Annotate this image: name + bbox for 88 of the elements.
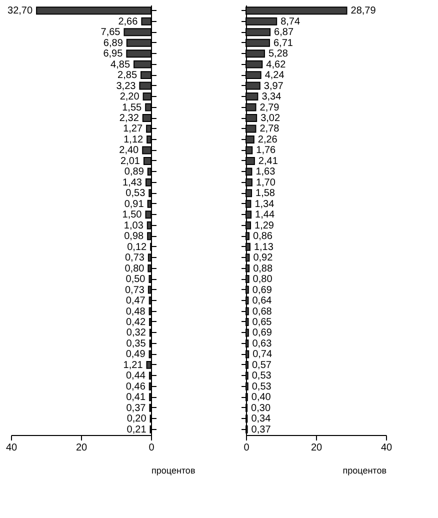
data-label: 8,74 [280, 16, 300, 28]
data-label: 1,55 [122, 102, 142, 114]
data-label: 4,85 [110, 59, 130, 70]
data-label: 0,50 [126, 274, 146, 286]
data-label: 0,63 [252, 338, 272, 350]
data-label: 0,80 [252, 274, 273, 286]
data-label: 0,12 [127, 242, 148, 253]
data-label: 1,03 [124, 220, 144, 232]
data-label: 6,87 [274, 27, 294, 38]
data-label: 3,34 [262, 92, 282, 103]
data-label: 1,12 [124, 134, 144, 146]
data-label: 0,74 [252, 349, 272, 360]
x-tick-label: 40 [380, 442, 392, 454]
data-label: 2,32 [119, 113, 140, 124]
data-label: 6,95 [103, 48, 124, 60]
data-label: 0,92 [253, 252, 274, 264]
data-label: 0,47 [126, 296, 146, 307]
data-label: 0,86 [253, 231, 273, 242]
data-label: 1,58 [256, 188, 276, 200]
data-label: 0,73 [124, 284, 145, 296]
data-label: 2,66 [118, 16, 138, 28]
data-label: 0,37 [126, 402, 146, 414]
data-label: 2,78 [260, 124, 280, 135]
data-label: 1,29 [254, 220, 274, 232]
data-label: 0,69 [252, 284, 272, 296]
data-label: 2,79 [260, 102, 280, 114]
data-label: 1,70 [256, 177, 276, 188]
data-label: 28,79 [350, 6, 376, 17]
data-label: 0,98 [124, 231, 144, 242]
data-label: 0,37 [251, 424, 272, 436]
x-tick-label: 40 [6, 442, 18, 454]
data-label: 0,49 [126, 349, 146, 360]
data-label: 0,88 [253, 263, 273, 274]
data-label: 1,43 [122, 177, 142, 188]
data-label: 6,71 [273, 38, 294, 49]
data-label: 1,76 [256, 145, 276, 156]
data-label: 1,13 [254, 242, 274, 253]
data-label: 0,42 [126, 316, 146, 328]
data-label: 4,62 [266, 59, 286, 70]
data-label: 0,69 [252, 328, 272, 339]
data-label: 0,46 [126, 381, 146, 392]
data-label: 0,53 [252, 381, 272, 392]
data-label: 3,02 [260, 113, 280, 124]
x-tick-label: 0 [148, 442, 155, 454]
x-axis-title: процентов [152, 466, 196, 476]
data-label: 0,20 [126, 414, 147, 425]
data-label: 1,63 [256, 166, 276, 178]
data-label: 3,97 [264, 80, 284, 92]
data-label: 0,35 [126, 338, 146, 350]
data-label: 1,34 [254, 198, 275, 210]
data-label: 2,26 [258, 134, 278, 146]
data-label: 2,85 [118, 70, 138, 82]
data-label: 0,68 [252, 306, 272, 318]
data-label: 0,65 [252, 316, 272, 328]
data-label: 32,70 [8, 6, 33, 17]
data-label: 2,20 [120, 92, 140, 103]
data-label: 7,65 [100, 27, 121, 38]
data-label: 4,24 [264, 70, 285, 82]
data-label: 0,44 [126, 370, 146, 382]
data-label: 0,48 [126, 306, 146, 318]
data-label: 3,23 [116, 80, 136, 92]
data-label: 1,27 [123, 124, 143, 135]
data-label: 0,64 [252, 296, 272, 307]
data-label: 0,41 [126, 392, 146, 404]
x-tick-label: 20 [310, 442, 322, 454]
data-label: 0,53 [252, 370, 272, 382]
data-label: 2,41 [258, 156, 278, 167]
x-axis-title: процентов [342, 466, 387, 476]
data-label: 0,40 [251, 392, 272, 404]
data-label: 0,30 [251, 402, 271, 414]
x-tick-label: 0 [244, 442, 250, 454]
data-label: 0,21 [126, 424, 147, 436]
data-label: 6,89 [103, 38, 124, 49]
data-label: 0,91 [124, 198, 144, 210]
data-label: 2,40 [119, 145, 140, 156]
x-tick-label: 20 [76, 442, 88, 454]
data-label: 2,01 [120, 156, 140, 167]
data-label: 1,50 [122, 210, 142, 221]
data-label: 1,21 [123, 360, 144, 371]
data-label: 0,32 [126, 328, 146, 339]
data-label: 5,28 [268, 48, 288, 60]
data-label: 1,44 [255, 210, 275, 221]
data-label: 0,57 [252, 360, 272, 371]
data-label: 0,34 [251, 414, 272, 425]
data-label: 0,89 [124, 166, 144, 178]
data-label: 0,53 [126, 188, 146, 200]
data-label: 0,73 [124, 252, 145, 264]
data-label: 0,80 [124, 263, 145, 274]
